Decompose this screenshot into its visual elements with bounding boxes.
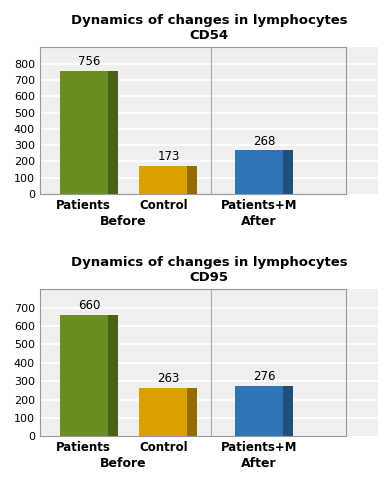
Title: Dynamics of changes in lymphocytes
CD54: Dynamics of changes in lymphocytes CD54 xyxy=(71,14,347,42)
Text: 263: 263 xyxy=(157,372,180,385)
Bar xyxy=(140,166,187,194)
Text: 276: 276 xyxy=(253,370,275,383)
Text: Before: Before xyxy=(100,457,147,470)
Polygon shape xyxy=(187,166,198,194)
Polygon shape xyxy=(107,71,118,194)
Title: Dynamics of changes in lymphocytes
CD95: Dynamics of changes in lymphocytes CD95 xyxy=(71,256,347,284)
Polygon shape xyxy=(187,388,198,436)
Bar xyxy=(235,150,283,194)
Bar xyxy=(140,388,187,436)
Polygon shape xyxy=(283,150,293,194)
Text: Before: Before xyxy=(100,215,147,228)
Bar xyxy=(60,71,107,194)
Text: 173: 173 xyxy=(157,150,180,163)
Polygon shape xyxy=(107,315,118,436)
Text: After: After xyxy=(241,457,276,470)
Text: 756: 756 xyxy=(78,55,100,68)
Bar xyxy=(60,315,107,436)
Text: 660: 660 xyxy=(78,300,100,312)
Text: 268: 268 xyxy=(253,135,275,148)
Text: After: After xyxy=(241,215,276,228)
Bar xyxy=(235,386,283,436)
Polygon shape xyxy=(283,386,293,436)
